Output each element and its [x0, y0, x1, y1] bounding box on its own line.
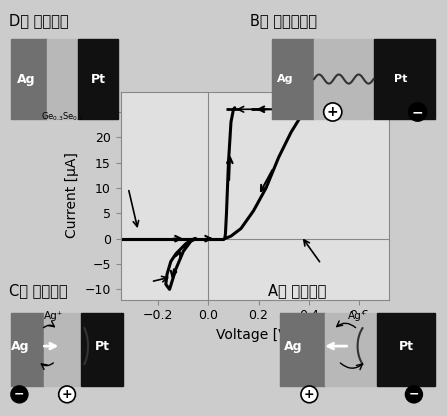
Bar	[11, 39, 47, 119]
Text: B） 开启状态：: B） 开启状态：	[250, 13, 317, 28]
Text: +: +	[62, 388, 72, 401]
Text: −: −	[412, 105, 423, 119]
Text: Pt: Pt	[94, 339, 110, 353]
Bar	[47, 39, 78, 119]
Bar	[81, 313, 123, 386]
Bar	[44, 313, 81, 386]
Bar	[374, 39, 434, 119]
Bar	[280, 313, 325, 386]
Text: Pt: Pt	[398, 339, 413, 353]
Text: −: −	[14, 388, 25, 401]
Bar	[78, 39, 118, 119]
Text: −: −	[409, 388, 419, 401]
Text: +: +	[304, 388, 315, 401]
Text: +: +	[327, 105, 338, 119]
Bar	[11, 313, 44, 386]
Text: Ag: Ag	[11, 339, 30, 353]
Text: Pt: Pt	[394, 74, 407, 84]
Bar	[272, 39, 314, 119]
Bar	[325, 313, 377, 386]
Text: D） 关断状态: D） 关断状态	[9, 13, 68, 28]
X-axis label: Voltage [V]: Voltage [V]	[216, 328, 293, 342]
Text: $\mathregular{Ge_{0.3}Se_{0.7}}$: $\mathregular{Ge_{0.3}Se_{0.7}}$	[42, 111, 84, 123]
Bar	[377, 313, 435, 386]
Text: A） 置位过程: A） 置位过程	[268, 283, 327, 298]
Text: Ag⁺: Ag⁺	[348, 312, 367, 322]
Text: Ag: Ag	[284, 339, 303, 353]
Text: Ag: Ag	[17, 72, 35, 86]
Bar	[314, 39, 374, 119]
Y-axis label: Current [μA]: Current [μA]	[65, 153, 79, 238]
Text: Ag⁺: Ag⁺	[43, 312, 63, 322]
Text: C） 复位过程: C） 复位过程	[9, 283, 67, 298]
Text: Pt: Pt	[91, 72, 106, 86]
Text: Ag: Ag	[277, 74, 293, 84]
